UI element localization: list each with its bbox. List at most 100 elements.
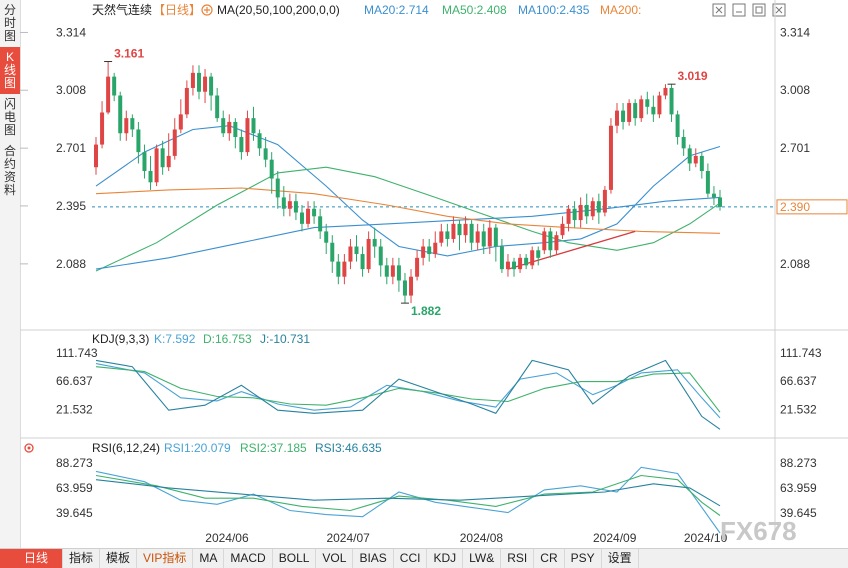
candle: [172, 118, 177, 160]
window-controls: [712, 3, 786, 17]
osc-tick-left: 21.532: [56, 402, 93, 416]
osc-tick-left: 63.959: [56, 481, 93, 495]
candle: [366, 231, 371, 273]
kdj-d-value: D:16.753: [203, 332, 252, 346]
candle: [390, 257, 395, 285]
candle: [608, 118, 613, 194]
indicator-toolbar: 日线 指标 模板 VIP指标 MA MACD BOLL VOL BIAS CCI KDJ LW& RSI…: [0, 548, 848, 568]
toolbar-btn-5[interactable]: MACD: [224, 549, 273, 568]
osc-line-j: [95, 359, 721, 430]
candle: [475, 223, 480, 251]
candle: [160, 140, 165, 175]
candle: [378, 238, 383, 277]
candle: [415, 250, 420, 281]
zoom-icon[interactable]: [712, 3, 726, 17]
chart-area[interactable]: 天然气连续 【日线】 MA(20,50,100,200,0,0) MA20:2.…: [20, 0, 848, 548]
date-label: 2024/06: [205, 531, 249, 545]
toolbar-btn-14[interactable]: PSY: [565, 549, 602, 568]
candle: [275, 171, 280, 209]
tab-flash[interactable]: 闪电图: [3, 97, 16, 137]
rsi-lines: [95, 466, 721, 534]
candle: [669, 84, 674, 122]
candle: [487, 220, 492, 255]
ma20-value: MA20:2.714: [364, 3, 429, 17]
candle: [512, 257, 517, 277]
candle: [657, 91, 662, 119]
candle: [409, 269, 414, 304]
candle: [396, 257, 401, 292]
kdj-lines: [95, 359, 721, 430]
candle: [293, 193, 298, 221]
rsi2-value: RSI2:37.185: [240, 441, 307, 455]
osc-line-rsi1: [95, 466, 721, 534]
candlesticks: [94, 61, 722, 304]
toolbar-btn-13[interactable]: CR: [534, 549, 565, 568]
instrument-title: 天然气连续: [92, 2, 152, 17]
candle: [203, 69, 208, 104]
candle: [627, 99, 632, 126]
candle: [651, 95, 656, 122]
toolbar-btn-12[interactable]: RSI: [501, 549, 535, 568]
osc-tick-left: 111.743: [56, 346, 98, 360]
candle: [124, 110, 129, 141]
candle: [645, 91, 650, 115]
candle: [445, 223, 450, 247]
candle: [675, 110, 680, 145]
osc-tick-right: 63.959: [780, 481, 817, 495]
toolbar-btn-1[interactable]: 指标: [63, 549, 101, 568]
rsi-label: RSI(6,12,24): [92, 441, 160, 455]
candle: [330, 235, 335, 273]
candle: [324, 223, 329, 255]
toolbar-btn-2[interactable]: 模板: [100, 549, 138, 568]
candle: [633, 99, 638, 126]
candle: [281, 186, 286, 217]
candle: [245, 110, 250, 156]
toolbar-btn-8[interactable]: BIAS: [353, 549, 394, 568]
candle: [548, 227, 553, 258]
rsi-settings-icon[interactable]: [24, 443, 34, 453]
ma-line-ma50: [95, 166, 721, 272]
candle: [463, 216, 468, 243]
toolbar-btn-9[interactable]: CCI: [394, 549, 428, 568]
annotation-label: 1.882: [411, 304, 441, 318]
toolbar-btn-7[interactable]: VOL: [316, 549, 354, 568]
toolbar-btn-6[interactable]: BOLL: [273, 549, 317, 568]
candle: [584, 193, 589, 224]
candle: [336, 254, 341, 285]
tab-contract-info[interactable]: 合约资料: [3, 144, 16, 197]
kdj-j-value: J:-10.731: [260, 332, 310, 346]
ma-label: MA(20,50,100,200,0,0): [217, 3, 340, 17]
toolbar-btn-4[interactable]: MA: [193, 549, 225, 568]
ma50-value: MA50:2.408: [442, 3, 507, 17]
toolbar-btn-11[interactable]: LW&: [463, 549, 502, 568]
date-label: 2024/10: [684, 531, 728, 545]
toolbar-btn-3[interactable]: VIP指标: [137, 549, 194, 568]
add-indicator-icon[interactable]: [201, 4, 213, 16]
osc-tick-left: 88.273: [56, 456, 93, 470]
period-label[interactable]: 【日线】: [153, 3, 201, 17]
candle: [433, 231, 438, 258]
candle: [705, 163, 710, 198]
minimize-icon[interactable]: [732, 3, 746, 17]
osc-tick-right: 88.273: [780, 456, 817, 470]
annotation-label: 3.019: [678, 69, 708, 83]
last-price-tag: [776, 199, 848, 215]
toolbar-btn-10[interactable]: KDJ: [427, 549, 464, 568]
candle: [536, 246, 541, 266]
candle: [372, 227, 377, 258]
candle: [306, 201, 311, 228]
maximize-icon[interactable]: [752, 3, 766, 17]
candle: [718, 189, 722, 211]
candle: [154, 144, 159, 187]
toolbar-btn-0[interactable]: 日线: [0, 549, 64, 568]
candle: [94, 137, 98, 175]
tab-timeshare[interactable]: 分时图: [3, 3, 16, 43]
candle: [505, 254, 510, 277]
candle: [209, 72, 214, 111]
close-icon[interactable]: [772, 3, 786, 17]
candle: [263, 137, 268, 168]
osc-tick-left: 39.645: [56, 506, 93, 520]
toolbar-btn-15[interactable]: 设置: [602, 549, 639, 568]
osc-tick-right: 39.645: [780, 506, 817, 520]
